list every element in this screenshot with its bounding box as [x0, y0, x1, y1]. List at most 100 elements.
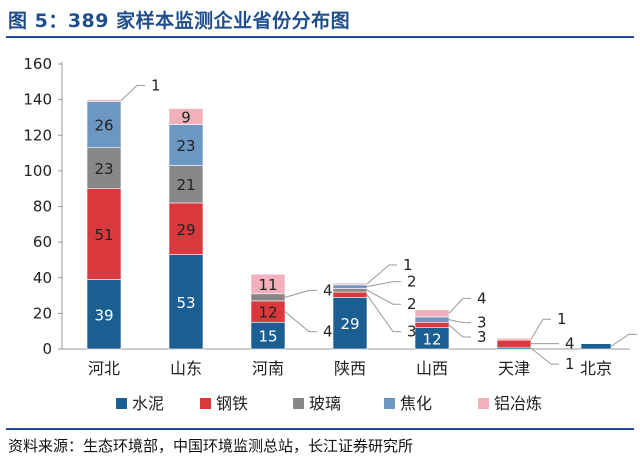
data-label: 23 — [94, 160, 113, 178]
x-category-label: 河北 — [88, 359, 120, 378]
callout-leader — [366, 281, 401, 288]
callout-label: 4 — [323, 323, 333, 341]
footer-divider — [6, 428, 634, 430]
data-label: 11 — [258, 276, 277, 294]
legend-label: 焦化 — [400, 394, 432, 413]
callout-label: 4 — [477, 289, 487, 307]
callout-label: 3 — [477, 328, 487, 346]
bar-segment — [168, 254, 204, 350]
bar-segment — [250, 321, 286, 350]
bar-segment — [168, 124, 204, 166]
legend-label: 水泥 — [132, 394, 164, 413]
callout-leader — [366, 289, 401, 305]
y-tick-label: 100 — [23, 162, 52, 180]
bars — [86, 99, 612, 350]
legend-swatch — [293, 398, 304, 409]
callout-label: 2 — [407, 295, 417, 313]
y-tick-label: 0 — [42, 340, 52, 358]
legend-swatch — [116, 398, 127, 409]
x-category-label: 山东 — [170, 359, 202, 378]
x-category-label: 山西 — [416, 359, 448, 378]
legend-label: 铝冶炼 — [494, 394, 542, 413]
data-label: 26 — [94, 117, 113, 135]
callout-leader — [610, 333, 637, 347]
legend-label: 玻璃 — [309, 394, 341, 413]
bar-segment — [168, 108, 204, 125]
callout-label: 2 — [407, 273, 417, 291]
bar-segment — [580, 343, 612, 350]
title-divider — [6, 36, 634, 38]
data-label: 12 — [422, 330, 441, 348]
callout-leader — [366, 264, 397, 285]
callout-leader — [448, 297, 471, 314]
bar-segment — [86, 188, 122, 280]
callout-leader — [284, 311, 317, 333]
callout-leader — [530, 347, 559, 365]
y-tick-label: 120 — [23, 126, 52, 144]
callout-label: 3 — [407, 323, 417, 341]
callout-label: 4 — [323, 281, 333, 299]
data-label: 51 — [94, 226, 113, 244]
data-label: 21 — [176, 176, 195, 194]
data-label: 9 — [181, 109, 191, 127]
bar-segment — [332, 297, 368, 350]
bar-segment — [496, 338, 532, 341]
callout-label: 1 — [565, 355, 575, 373]
y-tick-label: 80 — [33, 198, 52, 216]
bar-segment — [332, 291, 368, 298]
axes: 0 20 40 60 80 100 120 140 160 河北 山东 河南 陕西 山西 天津 北京 — [23, 55, 630, 378]
y-tick-label: 140 — [23, 91, 52, 109]
callout-leader — [366, 294, 401, 333]
callout-leader — [530, 318, 551, 340]
bar-segment — [86, 147, 122, 189]
source-note: 资料来源：生态环境部，中国环境监测总站，长江证券研究所 — [8, 437, 414, 455]
legend-label: 钢铁 — [216, 394, 248, 413]
bar-segment — [86, 99, 122, 102]
callout-label: 1 — [151, 77, 161, 95]
data-label: 12 — [258, 304, 277, 322]
chart-title: 图 5：389 家样本监测企业省份分布图 — [8, 10, 351, 32]
x-category-label: 天津 — [498, 359, 530, 378]
bar-segment — [250, 293, 286, 302]
bar-segment — [332, 282, 368, 286]
x-category-label: 陕西 — [334, 359, 366, 378]
data-label: 23 — [176, 137, 195, 155]
bar-segment — [414, 321, 450, 328]
callout-label: 4 — [565, 335, 575, 353]
bar-segment — [86, 279, 122, 350]
callout-leader — [284, 289, 317, 298]
legend-swatch — [200, 398, 211, 409]
bar-segment — [168, 202, 204, 255]
callout-labels: 14412234331413 — [120, 77, 637, 373]
y-tick-label: 40 — [33, 269, 52, 287]
data-label: 39 — [94, 306, 113, 324]
legend: 水泥 钢铁 玻璃 焦化 铝冶炼 — [116, 394, 542, 413]
callout-label: 3 — [477, 314, 487, 332]
callout-leader — [448, 324, 471, 338]
legend-swatch — [384, 398, 395, 409]
bar-segment — [332, 284, 368, 289]
callout-leader — [120, 85, 145, 101]
x-category-label: 河南 — [252, 359, 284, 378]
bar-segment — [86, 101, 122, 149]
y-tick-label: 60 — [33, 233, 52, 251]
data-label: 53 — [176, 294, 195, 312]
x-category-label: 北京 — [580, 359, 612, 378]
data-label: 29 — [340, 315, 359, 333]
bar-segment — [414, 309, 450, 318]
bar-segment — [332, 288, 368, 293]
bar-segment — [168, 165, 204, 204]
y-tick-label: 160 — [23, 55, 52, 73]
data-label: 29 — [176, 221, 195, 239]
bar-segment — [414, 316, 450, 323]
legend-swatch — [478, 398, 489, 409]
callout-leader — [448, 319, 471, 324]
bar-segment — [250, 273, 286, 295]
callout-label: 1 — [403, 256, 413, 274]
data-label: 15 — [258, 328, 277, 346]
bar-segment — [496, 339, 532, 348]
y-tick-label: 20 — [33, 304, 52, 322]
callout-label: 1 — [557, 310, 567, 328]
